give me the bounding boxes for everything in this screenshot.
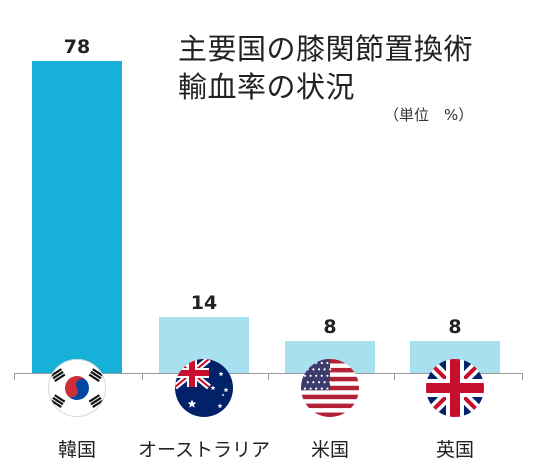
uk-flag-icon xyxy=(426,359,484,417)
usa-flag-icon xyxy=(301,359,359,417)
category-label-2: 米国 xyxy=(311,439,349,461)
unit-label: （単位 %） xyxy=(384,106,474,124)
chart-title-line-1: 主要国の膝関節置換術 xyxy=(178,32,474,66)
chart-title: 主要国の膝関節置換術 輸血率の状況 xyxy=(178,30,473,106)
australia-flag-icon xyxy=(175,359,233,417)
category-label-1: オーストラリア xyxy=(138,439,270,461)
value-label-1: 14 xyxy=(191,292,217,314)
value-label-2: 8 xyxy=(323,316,336,338)
bar-0 xyxy=(32,61,122,373)
category-label-3: 英国 xyxy=(436,439,474,461)
value-label-0: 78 xyxy=(64,36,90,58)
value-label-3: 8 xyxy=(448,316,461,338)
category-label-0: 韓国 xyxy=(58,439,96,461)
south-korea-flag-icon xyxy=(48,359,106,417)
chart-title-line-2: 輸血率の状況 xyxy=(178,70,356,104)
